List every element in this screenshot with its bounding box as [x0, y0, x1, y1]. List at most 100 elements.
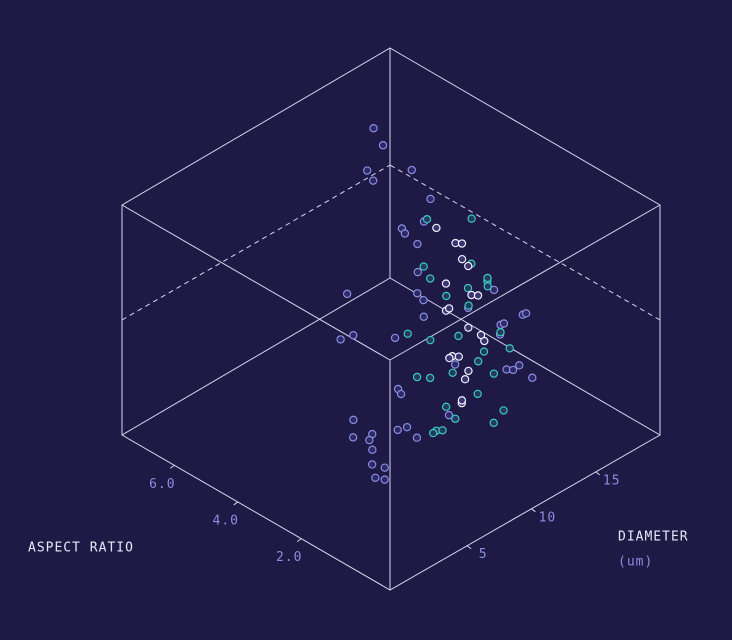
scatter-point: [473, 291, 483, 300]
y-tick-label: 2.0: [276, 550, 302, 565]
scatter-point: [378, 141, 388, 150]
scatter-point: [419, 312, 428, 321]
scatter-point: [508, 365, 518, 375]
scatter-point: [349, 331, 358, 340]
x-tick-label: 15: [603, 473, 621, 488]
scatter-point: [464, 261, 473, 271]
y-tick-label: 6.0: [149, 477, 175, 492]
scatter-point: [460, 375, 470, 384]
cube-midline: [121, 164, 391, 321]
scatter-point: [426, 335, 435, 345]
scatter-point: [445, 353, 454, 363]
scatter-point: [419, 262, 428, 271]
scatter-point: [521, 309, 531, 318]
y-tick-label: 4.0: [213, 513, 239, 528]
scatter-point: [528, 373, 537, 382]
x-tick: [466, 545, 472, 550]
y-axis-label: ASPECT RATIO: [28, 541, 134, 556]
y-tick: [296, 538, 302, 543]
scatter-point: [380, 475, 389, 484]
scatter-point: [457, 254, 467, 264]
x-tick-label: 5: [479, 547, 488, 562]
scatter-point: [413, 289, 422, 298]
scatter-point: [393, 425, 402, 435]
scatter-point: [454, 352, 464, 361]
cube: [121, 47, 661, 591]
scatter-point: [515, 361, 524, 370]
cube-midline: [389, 164, 661, 321]
scatter-point: [425, 373, 435, 383]
scatter-point: [413, 267, 422, 277]
scatter-point: [432, 223, 441, 233]
scatter-point: [454, 331, 463, 341]
scatter-point: [441, 402, 451, 412]
scatter-point: [450, 360, 460, 369]
scatter-point: [422, 214, 432, 224]
scatter-point: [499, 406, 508, 415]
scatter-point: [390, 333, 400, 343]
cube-edge: [389, 204, 661, 361]
scatter-point: [479, 347, 489, 356]
scatter-point: [499, 319, 509, 328]
scatter-point: [369, 124, 378, 133]
cube-edge: [389, 277, 661, 436]
scatter-point: [457, 396, 467, 405]
scatter-point: [444, 410, 454, 420]
scatter-point: [489, 418, 498, 428]
scatter-point: [407, 165, 416, 175]
scatter-point: [362, 166, 372, 175]
scatter-point: [451, 414, 460, 423]
scatter-point: [457, 239, 467, 248]
x-axis-label: DIAMETER: [618, 530, 689, 545]
scatter-point: [496, 328, 505, 337]
scatter-point: [464, 301, 473, 310]
scatter-point: [476, 330, 486, 340]
scatter-point: [467, 214, 476, 223]
cube-edge: [121, 277, 391, 436]
scatter-point: [489, 285, 499, 295]
y-tick: [233, 501, 239, 506]
scatter-point: [412, 433, 422, 442]
scatter-point: [413, 239, 422, 249]
scatter-point: [342, 289, 352, 299]
scatter-point: [419, 295, 428, 305]
scatter-point: [368, 445, 377, 454]
scatter-point: [483, 273, 492, 283]
scatter-point: [412, 372, 422, 382]
scatter-point: [403, 329, 412, 338]
scatter-point: [402, 422, 412, 432]
scatter-point: [348, 433, 358, 442]
scatter-point: [505, 344, 514, 353]
scatter-point: [428, 428, 438, 438]
x-tick: [531, 508, 536, 513]
cube-edge: [121, 204, 391, 361]
x-axis-unit: (um): [618, 555, 653, 570]
scatter-point: [473, 357, 483, 366]
scatter-point: [425, 274, 435, 283]
scatter-point: [396, 389, 406, 399]
scatter-point: [448, 368, 457, 377]
scatter-point: [367, 460, 377, 469]
x-tick: [595, 471, 601, 476]
scatter-point: [442, 291, 451, 301]
scatter-point: [441, 279, 451, 288]
scatter-point: [365, 435, 374, 445]
scatter-point: [380, 463, 389, 472]
scatter-point: [438, 426, 447, 435]
scatter-point: [349, 415, 358, 425]
scatter-point: [371, 473, 380, 483]
scatter-point: [444, 304, 454, 313]
scatter-point: [368, 176, 378, 185]
scatter-point: [473, 389, 482, 399]
x-tick-label: 10: [539, 510, 557, 525]
scatter-point: [426, 194, 435, 204]
scatter-point: [400, 229, 410, 238]
scatter-point: [336, 335, 345, 344]
scatter-point: [464, 323, 473, 332]
y-tick: [170, 464, 175, 469]
scatter-point: [483, 282, 492, 291]
scatter-point: [489, 369, 499, 378]
scatter-point: [464, 366, 473, 376]
scatter-point: [463, 283, 473, 293]
